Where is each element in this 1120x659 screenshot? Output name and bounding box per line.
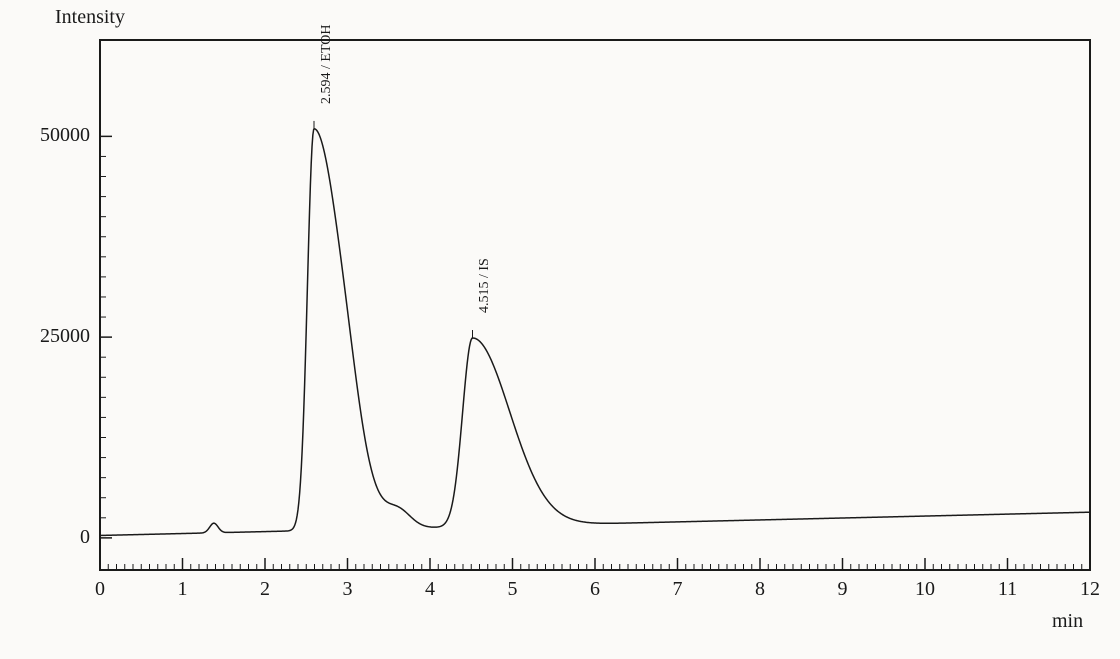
x-tick-label: 3	[328, 578, 368, 601]
peak-label: 2.594 / ETOH	[319, 24, 335, 103]
x-tick-label: 2	[245, 578, 285, 601]
x-tick-label: 12	[1070, 578, 1110, 601]
x-tick-label: 4	[410, 578, 450, 601]
peak-label: 4.515 / IS	[477, 258, 493, 313]
x-tick-label: 9	[823, 578, 863, 601]
x-tick-label: 7	[658, 578, 698, 601]
x-tick-label: 1	[163, 578, 203, 601]
y-tick-label: 0	[10, 526, 90, 549]
x-tick-label: 0	[80, 578, 120, 601]
x-tick-label: 5	[493, 578, 533, 601]
y-tick-label: 25000	[10, 325, 90, 348]
x-tick-label: 8	[740, 578, 780, 601]
x-tick-label: 6	[575, 578, 615, 601]
x-tick-label: 10	[905, 578, 945, 601]
y-tick-label: 50000	[10, 124, 90, 147]
x-tick-label: 11	[988, 578, 1028, 601]
chromatogram-chart: Intensity min 01234567891011120250005000…	[0, 0, 1120, 659]
chart-svg	[0, 0, 1120, 659]
